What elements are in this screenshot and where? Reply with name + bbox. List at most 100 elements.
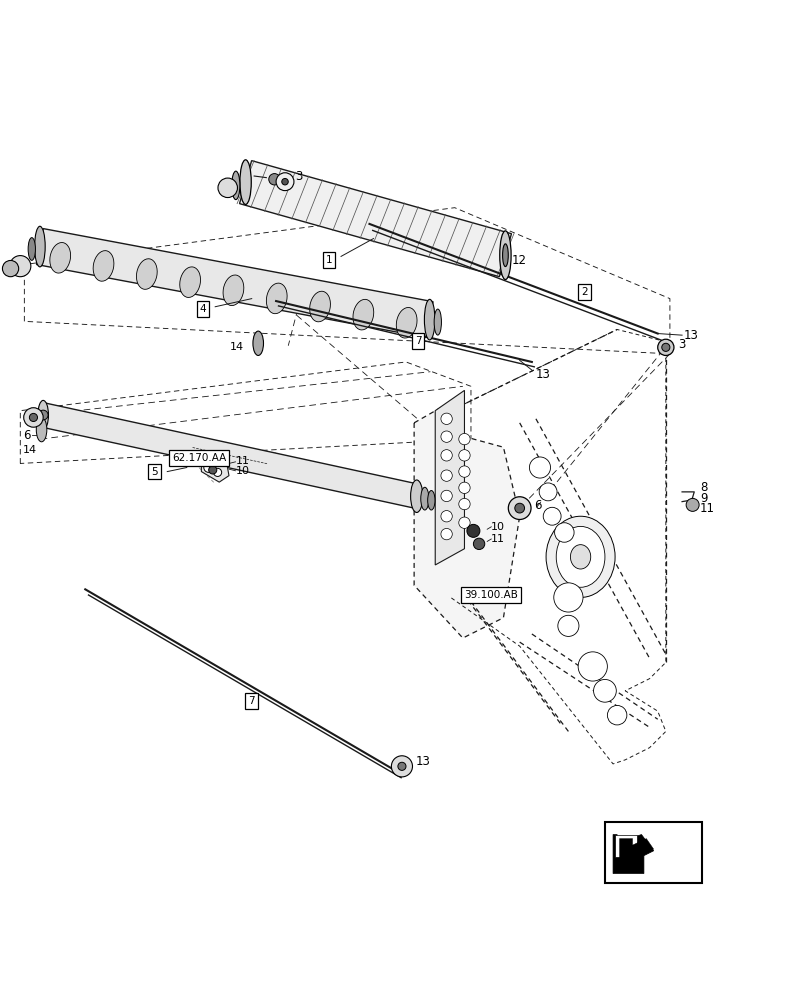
Circle shape — [208, 466, 217, 474]
Circle shape — [281, 178, 288, 185]
Text: 13: 13 — [415, 755, 430, 768]
Polygon shape — [239, 161, 511, 277]
Circle shape — [458, 482, 470, 494]
Circle shape — [514, 503, 524, 513]
Circle shape — [38, 410, 48, 420]
Ellipse shape — [502, 244, 508, 267]
Ellipse shape — [396, 307, 417, 338]
Ellipse shape — [38, 400, 49, 430]
Ellipse shape — [179, 267, 200, 297]
Circle shape — [661, 343, 669, 351]
Circle shape — [593, 679, 616, 702]
Polygon shape — [614, 835, 637, 857]
Circle shape — [440, 413, 452, 424]
Text: 6: 6 — [534, 499, 541, 512]
Text: 14: 14 — [230, 342, 243, 352]
Text: 3: 3 — [294, 170, 302, 183]
Ellipse shape — [499, 231, 510, 280]
Text: 8: 8 — [699, 481, 706, 494]
Circle shape — [204, 463, 213, 472]
Ellipse shape — [434, 309, 441, 335]
Ellipse shape — [309, 291, 330, 322]
Text: 7: 7 — [248, 696, 255, 706]
Ellipse shape — [136, 259, 157, 289]
Circle shape — [539, 483, 556, 501]
Circle shape — [458, 517, 470, 528]
Polygon shape — [36, 229, 432, 338]
Circle shape — [29, 413, 37, 422]
Ellipse shape — [223, 275, 243, 306]
Circle shape — [268, 174, 280, 185]
Text: 11: 11 — [235, 456, 249, 466]
Circle shape — [458, 433, 470, 445]
FancyBboxPatch shape — [604, 822, 702, 883]
Text: 9: 9 — [699, 492, 706, 505]
Circle shape — [543, 507, 560, 525]
Text: 12: 12 — [511, 254, 526, 267]
Text: 7: 7 — [414, 336, 421, 346]
Circle shape — [466, 524, 479, 537]
Text: 11: 11 — [699, 502, 714, 515]
Circle shape — [473, 538, 484, 550]
Ellipse shape — [49, 243, 71, 273]
Text: 4: 4 — [200, 304, 206, 314]
Text: 10: 10 — [235, 466, 249, 476]
Text: 11: 11 — [491, 534, 504, 544]
Circle shape — [508, 497, 530, 519]
Ellipse shape — [28, 238, 36, 260]
Ellipse shape — [410, 480, 423, 512]
Circle shape — [458, 450, 470, 461]
Circle shape — [440, 470, 452, 481]
Circle shape — [440, 528, 452, 540]
Circle shape — [440, 511, 452, 522]
Circle shape — [529, 457, 550, 478]
Circle shape — [213, 468, 221, 476]
Ellipse shape — [424, 299, 435, 340]
Circle shape — [458, 466, 470, 477]
Circle shape — [208, 457, 217, 465]
Ellipse shape — [93, 251, 114, 281]
Circle shape — [440, 431, 452, 442]
Circle shape — [657, 339, 673, 355]
Text: 62.170.AA: 62.170.AA — [172, 453, 225, 463]
Text: 2: 2 — [581, 287, 587, 297]
Text: 1: 1 — [325, 255, 332, 265]
Circle shape — [557, 615, 578, 636]
Polygon shape — [435, 390, 464, 565]
Text: 13: 13 — [683, 329, 697, 342]
Circle shape — [2, 260, 19, 277]
Ellipse shape — [36, 417, 47, 442]
Circle shape — [391, 756, 412, 777]
Polygon shape — [414, 407, 519, 638]
Ellipse shape — [253, 331, 263, 355]
Polygon shape — [41, 403, 418, 508]
Circle shape — [458, 498, 470, 510]
Text: 6: 6 — [23, 429, 30, 442]
Ellipse shape — [35, 226, 45, 267]
Circle shape — [24, 408, 43, 427]
Ellipse shape — [556, 526, 604, 587]
Text: 10: 10 — [491, 522, 504, 532]
Circle shape — [276, 173, 294, 191]
Circle shape — [553, 583, 582, 612]
Text: 14: 14 — [23, 445, 36, 455]
Ellipse shape — [266, 283, 287, 314]
Text: 3: 3 — [677, 338, 684, 351]
Circle shape — [554, 523, 573, 542]
Text: 39.100.AB: 39.100.AB — [464, 590, 517, 600]
Ellipse shape — [427, 491, 435, 510]
Circle shape — [10, 256, 31, 277]
Ellipse shape — [420, 487, 428, 510]
Circle shape — [607, 705, 626, 725]
Polygon shape — [619, 839, 653, 860]
Polygon shape — [612, 835, 653, 874]
Circle shape — [440, 490, 452, 502]
Circle shape — [577, 652, 607, 681]
Circle shape — [397, 762, 406, 770]
Circle shape — [440, 450, 452, 461]
Circle shape — [217, 178, 237, 198]
Ellipse shape — [545, 516, 615, 597]
Circle shape — [685, 498, 698, 511]
Ellipse shape — [569, 545, 590, 569]
Text: 13: 13 — [535, 368, 550, 381]
